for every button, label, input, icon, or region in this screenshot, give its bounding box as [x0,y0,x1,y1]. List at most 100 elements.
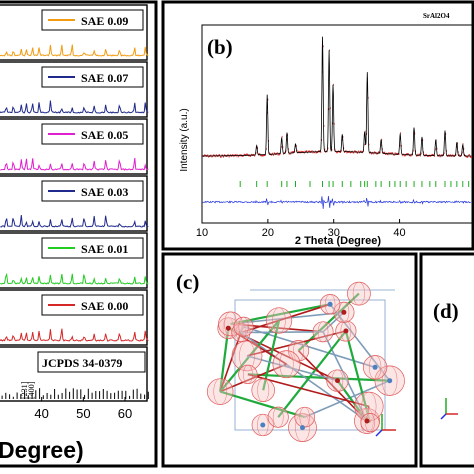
atom-sphere-mesh [272,406,284,428]
x-tick-label: 50 [76,406,90,421]
crystal-structure-illustration [206,281,405,442]
atom-sphere-mesh [213,378,227,405]
series-panel [0,175,148,232]
atom-sphere-mesh [382,365,398,396]
series-panel [0,289,148,346]
reference-label-box [37,351,146,373]
series-panel [0,118,148,175]
bond [304,379,391,418]
panel-d-letter: (d) [433,299,459,323]
atom-sphere-mesh [324,294,336,315]
atom-sphere-mesh [222,317,234,339]
atom-sphere [238,364,258,385]
atom-sphere-mesh [369,355,382,380]
legend-box [41,123,144,145]
atom-sphere-mesh [279,350,294,379]
legend-label: SAE 0.03 [81,185,128,199]
atom-sphere-mesh [238,316,249,337]
legend-label: SAE 0.07 [81,71,128,85]
xrd-pattern-line [0,100,149,114]
atom-sphere-mesh [272,307,286,334]
difference-series [202,195,471,209]
panel-b-title: SrAl2O4 [423,12,450,20]
bond [219,363,287,393]
panel-c-letter: (c) [176,270,199,294]
panel-b-ylabel: Intensity (a.u.) [179,108,190,171]
panel-b: SrAl2O4 (b) Intensity (a.u.) 10 20 30 40 2 … [161,0,474,251]
panel-b-xlabel: 2 Theta (Degree) [295,235,382,247]
series-panel [0,4,148,61]
xrd-pattern-line [0,272,149,285]
bond [240,331,368,422]
atom-sphere-mesh [257,414,269,437]
legend-label: SAE 0.01 [81,242,128,256]
atom-sphere-mesh [243,364,253,384]
bond [336,379,368,422]
atom-core [335,378,340,384]
atom-core [364,418,370,424]
panel-c: (c) [161,252,418,468]
x-tick-label: 30 [328,227,340,239]
legend-box [41,180,144,202]
x-tick-label: 60 [118,406,132,421]
legend-box [41,66,144,88]
calculated-series [202,36,472,157]
atom-sphere [347,281,371,306]
atom-sphere-mesh [352,281,365,306]
atom-core [225,325,231,331]
bond [246,355,338,382]
legend-label: SAE 0.00 [81,299,128,313]
bond [240,331,324,334]
atom-core [387,378,393,384]
atom-sphere [272,350,301,379]
xrd-pattern-line [0,328,149,342]
atom-sphere-mesh [293,340,304,362]
bond [322,311,345,333]
panel-d-border [419,252,474,468]
atom-sphere [251,378,275,402]
atom-sphere-mesh [331,369,344,392]
legend-label: SAE 0.09 [81,14,128,28]
atom-sphere-mesh [317,321,329,343]
bond [219,390,306,419]
axis-triad-c [375,414,396,437]
atom-sphere [294,406,315,428]
bond [246,330,347,357]
bond [344,330,372,423]
atom-sphere-mesh [224,311,237,337]
xrd-pattern-line [0,158,149,171]
x-tick-label: 40 [34,406,48,421]
atom-core [327,301,333,307]
atom-sphere [267,406,289,428]
bond [247,373,390,382]
atom-core [341,309,347,315]
panel-b-plot-area [201,24,473,224]
atom-sphere [360,413,380,433]
atom-core [372,364,378,370]
series-panel [0,232,148,289]
axis-triad-d [440,398,458,420]
bond [219,332,242,392]
atom-sphere [206,378,234,405]
bond [322,331,368,422]
panel-b-border [161,0,474,251]
atom-sphere-mesh [338,301,350,323]
atom-sphere-mesh [295,413,310,442]
x-tick-label: 10 [196,227,208,239]
x-tick-label: 20 [262,227,274,239]
panel-b-letter: (b) [207,35,233,59]
atom-sphere [312,321,334,343]
atom-sphere-mesh [340,320,352,342]
bond [329,303,391,382]
hkl-label: [231] [20,381,29,399]
atom-sphere-mesh [239,340,255,372]
legend-box [41,294,144,316]
atom-core [300,425,305,431]
xrd-pattern-line [0,214,149,228]
legend-label: SAE 0.05 [81,128,128,142]
x-tick-label: 40 [393,227,405,239]
xrd-pattern-line [0,44,149,57]
bond [240,326,245,333]
panel-a-xlabel: Degree) [0,437,84,463]
